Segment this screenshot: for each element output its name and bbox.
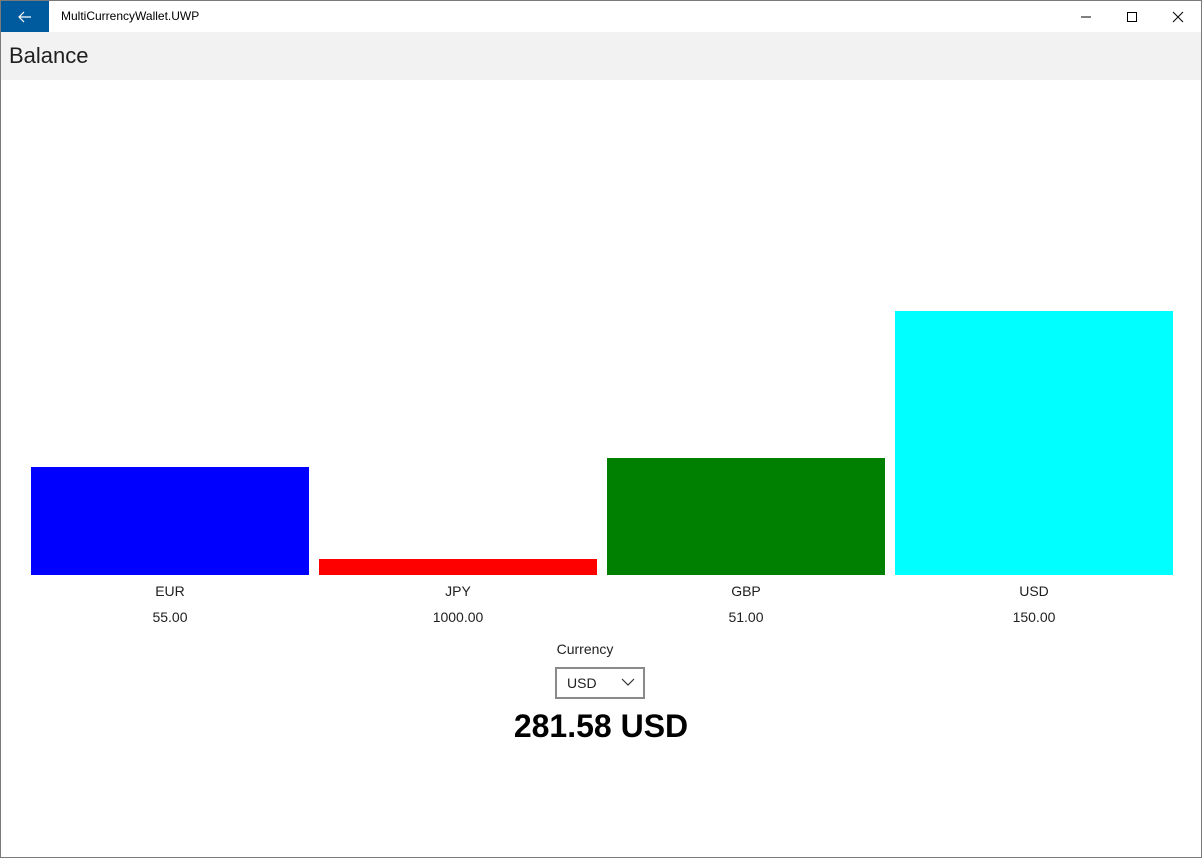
bar-value-usd: 150.00	[1012, 609, 1056, 625]
minimize-button[interactable]	[1063, 1, 1109, 32]
bar-label-eur: EUR	[155, 583, 185, 599]
currency-dropdown[interactable]: USD	[555, 667, 645, 699]
bar-value-gbp: 51.00	[728, 609, 764, 625]
bar-label-jpy: JPY	[445, 583, 471, 599]
page-header: Balance	[1, 32, 1201, 80]
currency-label: Currency	[556, 641, 614, 657]
close-icon	[1172, 11, 1184, 22]
back-arrow-icon	[18, 11, 31, 22]
total-balance: 281.58 USD	[1, 708, 1201, 745]
maximize-button[interactable]	[1109, 1, 1155, 32]
bar-eur	[31, 467, 309, 575]
chevron-down-icon	[621, 678, 635, 686]
currency-selected-value: USD	[567, 675, 597, 691]
bar-gbp	[607, 458, 885, 575]
bar-jpy	[319, 559, 597, 575]
maximize-icon	[1127, 11, 1137, 22]
window-title: MultiCurrencyWallet.UWP	[61, 9, 200, 23]
total-currency: USD	[620, 708, 689, 744]
page-title: Balance	[9, 43, 89, 68]
title-bar: MultiCurrencyWallet.UWP	[1, 1, 1201, 32]
back-button[interactable]	[1, 1, 49, 32]
bar-label-usd: USD	[1019, 583, 1049, 599]
close-button[interactable]	[1155, 1, 1201, 32]
bar-value-eur: 55.00	[152, 609, 188, 625]
bar-value-jpy: 1000.00	[432, 609, 484, 625]
total-amount: 281.58	[513, 708, 612, 744]
bar-usd	[895, 311, 1173, 575]
bar-label-gbp: GBP	[731, 583, 761, 599]
balance-chart: EUR 55.00 JPY 1000.00 GBP 51.00 USD 150.00	[1, 80, 1201, 640]
minimize-icon	[1081, 16, 1091, 17]
